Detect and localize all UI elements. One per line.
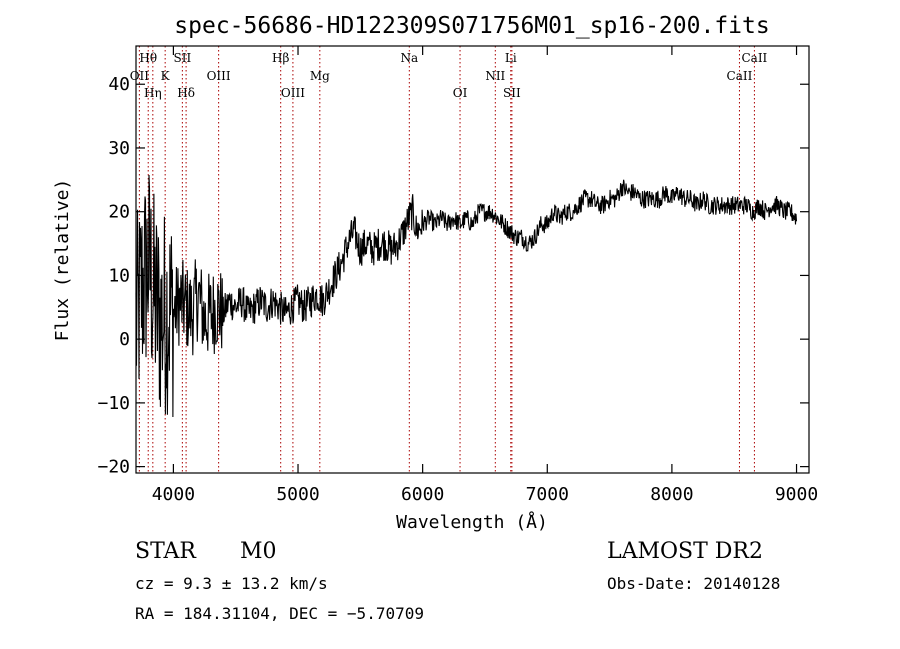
y-tick-label: 30 bbox=[108, 138, 130, 159]
x-tick-label: 5000 bbox=[276, 484, 319, 505]
line-label: Mg bbox=[310, 69, 330, 83]
survey-name: LAMOST DR2 bbox=[607, 539, 763, 564]
object-subclass: M0 bbox=[240, 539, 277, 564]
line-label: Hη bbox=[144, 86, 162, 100]
line-label: Hθ bbox=[139, 51, 157, 65]
x-tick-label: 6000 bbox=[401, 484, 444, 505]
obs-date: Obs-Date: 20140128 bbox=[607, 574, 781, 593]
x-tick-label: 8000 bbox=[650, 484, 693, 505]
axis-ticks: 4000 5000 6000 7000 8000 9000 −20 −10 0 10 20 30 40 bbox=[97, 46, 818, 505]
line-label: SII bbox=[503, 86, 521, 100]
x-tick-label: 7000 bbox=[526, 484, 569, 505]
line-label: K bbox=[161, 69, 171, 83]
redshift-info: cz = 9.3 ± 13.2 km/s bbox=[135, 574, 328, 593]
line-labels: HθOIIHηKSIIHδOIIIHβOIIIMgNaOINIILiSIICaI… bbox=[130, 51, 768, 100]
y-tick-label: −20 bbox=[97, 457, 130, 478]
y-tick-label: 40 bbox=[108, 74, 130, 95]
line-label: CaII bbox=[741, 51, 767, 65]
x-axis-label: Wavelength (Å) bbox=[396, 511, 548, 533]
line-label: Na bbox=[400, 51, 418, 65]
line-label: OI bbox=[453, 86, 468, 100]
object-class: STAR bbox=[135, 539, 196, 564]
coordinates: RA = 184.31104, DEC = −5.70709 bbox=[135, 604, 424, 623]
line-label: OIII bbox=[281, 86, 305, 100]
line-label: Hδ bbox=[177, 86, 195, 100]
line-label: Hβ bbox=[272, 51, 289, 65]
chart-title: spec-56686-HD122309S071756M01_sp16-200.f… bbox=[174, 13, 769, 39]
line-label: NII bbox=[485, 69, 505, 83]
line-label: SII bbox=[174, 51, 192, 65]
plot-frame bbox=[135, 45, 810, 474]
line-label: Li bbox=[505, 51, 517, 65]
y-axis-label: Flux (relative) bbox=[52, 179, 73, 342]
x-tick-label: 9000 bbox=[775, 484, 818, 505]
x-tick-label: 4000 bbox=[152, 484, 195, 505]
line-label: CaII bbox=[727, 69, 753, 83]
line-label: OIII bbox=[207, 69, 231, 83]
line-markers bbox=[138, 46, 755, 473]
y-tick-label: 0 bbox=[119, 329, 130, 350]
y-tick-label: 20 bbox=[108, 202, 130, 223]
spectrum-line bbox=[135, 174, 798, 418]
line-label: OII bbox=[130, 69, 150, 83]
y-tick-label: 10 bbox=[108, 265, 130, 286]
y-tick-label: −10 bbox=[97, 393, 130, 414]
